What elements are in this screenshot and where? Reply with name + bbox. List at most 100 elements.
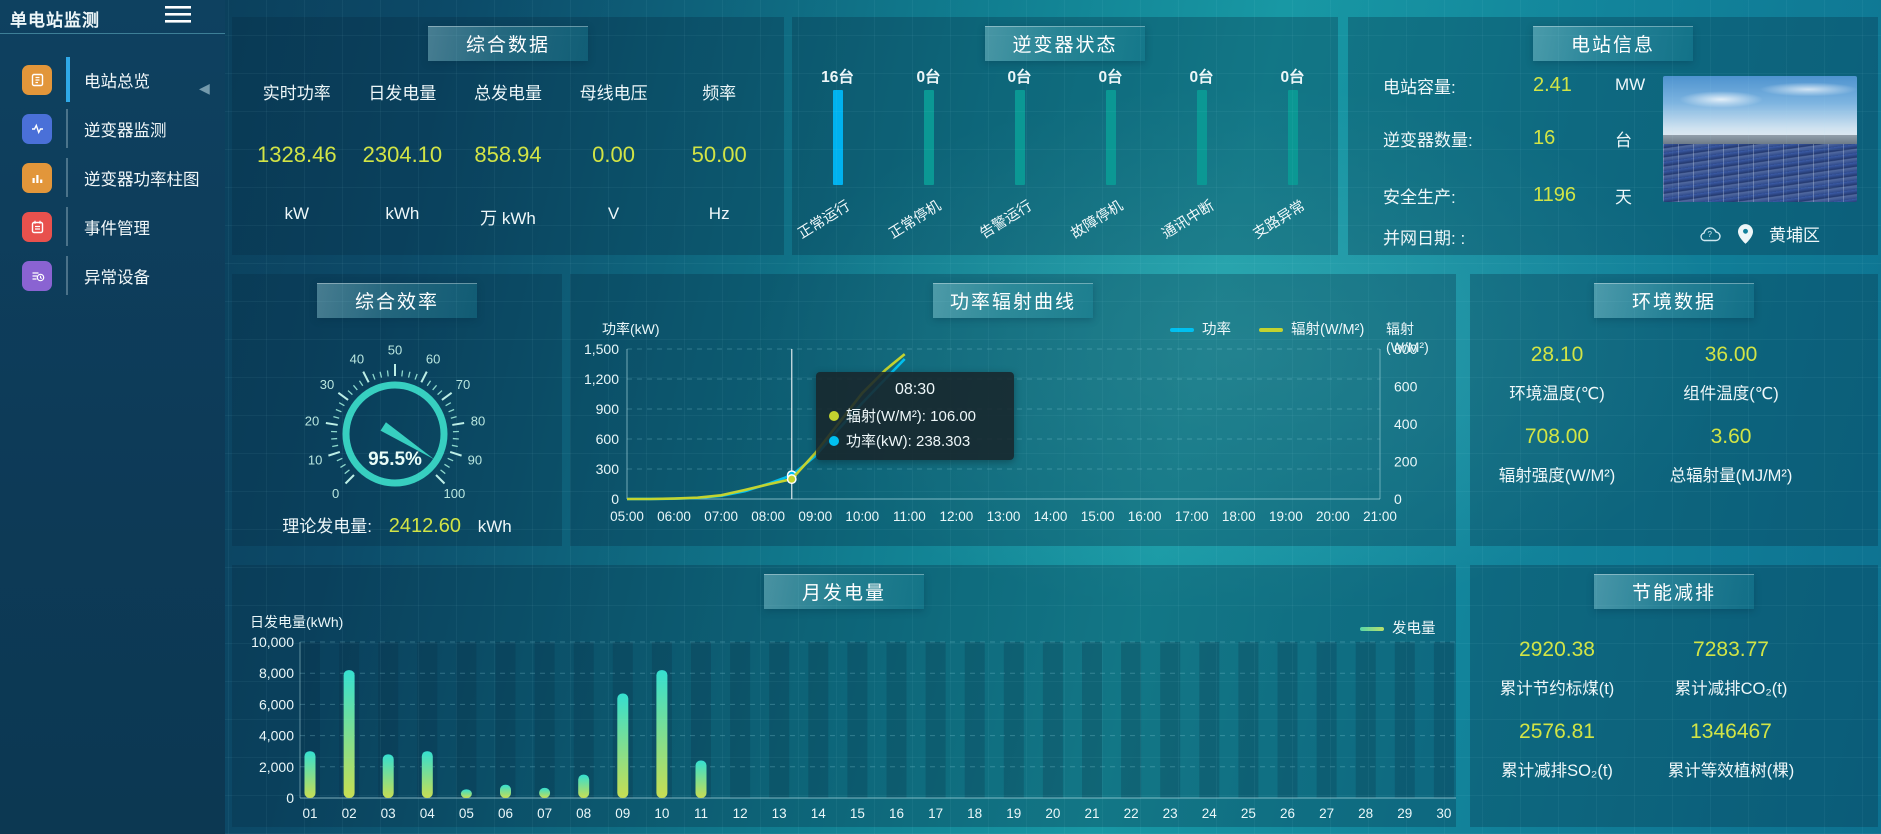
svg-text:1,500: 1,500	[584, 341, 619, 357]
stat-label: 总发电量	[473, 84, 542, 103]
svg-text:300: 300	[596, 461, 620, 477]
stat-value: 0.00	[592, 142, 635, 167]
svg-text:?: ?	[1707, 230, 1712, 239]
inverter-status-column[interactable]: 0台 支路异常	[1247, 17, 1338, 255]
legend-swatch	[1259, 328, 1283, 333]
summary-stat: 日发电量 2304.10 kWh	[350, 65, 456, 229]
monthly-generation-chart[interactable]: 0 2,000 4,000 6,000 8,000 10,000 01 02 03 04 05 06 0…	[232, 565, 1456, 827]
panel-efficiency: 综合效率 0 10 20 30 40 50 60 70 80 90 100 95.5% 理论发电量: …	[232, 274, 562, 546]
sidebar-item-4[interactable]: 事件管理	[0, 202, 225, 251]
legend-label: 辐射(W/M²)	[1291, 322, 1365, 338]
sidebar-item-2[interactable]: 逆变器监测	[0, 104, 225, 153]
svg-text:06:00: 06:00	[657, 509, 691, 524]
menu-toggle-icon[interactable]	[165, 5, 191, 24]
svg-text:60: 60	[426, 352, 440, 367]
sidebar-item-5[interactable]: 异常设备	[0, 251, 225, 300]
power-axis-name: 功率(kW)	[602, 321, 660, 337]
svg-text:40: 40	[350, 352, 364, 367]
svg-text:0: 0	[1394, 491, 1402, 507]
svg-text:50: 50	[388, 343, 402, 358]
inverter-bar	[1196, 90, 1207, 185]
sidebar-item-1[interactable]: 电站总览	[0, 55, 225, 104]
summary-stats: 实时功率 1328.46 kW 日发电量 2304.10 kWh 总发电量 858.94 万 k…	[244, 65, 772, 229]
info-value: 16	[1533, 126, 1556, 149]
svg-text:400: 400	[1394, 416, 1418, 432]
svg-text:18: 18	[967, 806, 982, 821]
theory-generation-row: 理论发电量: 2412.60 kWh	[232, 512, 562, 538]
efficiency-gauge-chart[interactable]: 0 10 20 30 40 50 60 70 80 90 100 95.5%	[232, 304, 562, 514]
inverter-status-chart[interactable]: 16台 正常运行 0台 正常停机 0台 告警运行 0台 故障停机 0台 通讯中断 0台 支路异常	[792, 17, 1338, 255]
svg-text:15:00: 15:00	[1081, 509, 1115, 524]
stat-unit: kW	[284, 204, 310, 223]
inverter-status-column[interactable]: 0台 正常停机	[883, 17, 974, 255]
info-unit: MW	[1615, 75, 1646, 94]
station-info-row: 电站容量: 2.41 MW	[1383, 73, 1645, 97]
summary-stat: 总发电量 858.94 万 kWh	[455, 65, 561, 229]
legend-swatch	[1360, 627, 1384, 632]
station-photo	[1663, 76, 1857, 202]
stat-unit: V	[607, 204, 620, 223]
tooltip-series-dot	[829, 410, 839, 421]
sidebar-item-3[interactable]: 逆变器功率柱图	[0, 153, 225, 202]
svg-text:8,000: 8,000	[259, 665, 294, 681]
inverter-state-label: 正常运行	[794, 197, 853, 243]
inverter-status-column[interactable]: 0台 故障停机	[1065, 17, 1156, 255]
svg-text:11: 11	[694, 806, 708, 821]
theory-generation-value: 2412.60	[388, 515, 462, 537]
location-pin-icon[interactable]	[1738, 223, 1753, 244]
event-icon	[22, 211, 52, 242]
location-label[interactable]: 黄埔区	[1769, 226, 1820, 245]
daily-generation-axis-name: 日发电量(kWh)	[250, 614, 344, 630]
station-location: ? 黄埔区	[1698, 221, 1820, 246]
power-radiation-chart[interactable]: 0 300 600 900 1,200 1,500 0 200 400 600 800 05:00 06…	[570, 274, 1456, 546]
stat-label: 母线电压	[579, 84, 648, 103]
big-stat-label: 累计节约标煤(t)	[1499, 680, 1615, 698]
sidebar-item-label: 事件管理	[84, 219, 150, 238]
svg-text:21:00: 21:00	[1363, 509, 1397, 524]
svg-text:09:00: 09:00	[798, 509, 832, 524]
svg-text:4,000: 4,000	[259, 728, 294, 744]
inverter-status-column[interactable]: 0台 通讯中断	[1156, 17, 1247, 255]
sidebar-collapse-arrow[interactable]: ◀	[199, 80, 210, 96]
weather-cloud-icon[interactable]: ?	[1698, 225, 1722, 242]
inverter-bar	[1105, 90, 1116, 185]
svg-text:2,000: 2,000	[259, 759, 294, 775]
environment-stats: 28.10 36.00 环境温度(℃) 组件温度(℃) 708.00 3.60 辐射强度(W…	[1470, 342, 1818, 506]
legend-item[interactable]: 辐射(W/M²)	[1259, 318, 1364, 339]
item-divider	[66, 256, 68, 295]
inverter-count: 16台	[821, 69, 854, 86]
svg-text:10:00: 10:00	[845, 509, 879, 524]
stat-label: 日发电量	[368, 84, 437, 103]
svg-text:29: 29	[1397, 806, 1412, 821]
info-label: 安全生产:	[1383, 187, 1456, 207]
svg-text:6,000: 6,000	[259, 696, 294, 712]
big-stat-value: 2920.38	[1519, 638, 1595, 661]
active-indicator	[66, 57, 70, 102]
stat-unit: 万 kWh	[480, 209, 536, 228]
summary-stat: 实时功率 1328.46 kW	[244, 65, 350, 229]
panel-inverter-title: 逆变器状态	[985, 26, 1145, 61]
sidebar-header: 单电站监测	[0, 0, 225, 34]
legend-item[interactable]: 发电量	[1360, 617, 1436, 638]
svg-text:24: 24	[1202, 806, 1218, 821]
svg-text:0: 0	[332, 486, 339, 501]
big-stat-label: 累计减排CO₂(t)	[1674, 680, 1788, 698]
svg-text:03: 03	[381, 806, 396, 821]
stat-unit: Hz	[708, 204, 730, 223]
inverter-status-column[interactable]: 0台 告警运行	[974, 17, 1065, 255]
monthly-legend: 发电量	[1360, 617, 1436, 638]
panel-station-title: 电站信息	[1533, 26, 1693, 61]
legend-item[interactable]: 功率	[1170, 318, 1231, 339]
big-stat-value: 36.00	[1704, 343, 1758, 366]
inverter-count: 0台	[916, 69, 941, 86]
stat-unit: kWh	[385, 204, 420, 223]
svg-text:01: 01	[302, 806, 317, 821]
svg-text:600: 600	[1394, 379, 1418, 395]
inverter-status-column[interactable]: 16台正常运行	[792, 17, 883, 255]
svg-text:06: 06	[498, 806, 513, 821]
inverter-bar	[1014, 90, 1025, 185]
svg-text:20:00: 20:00	[1316, 509, 1350, 524]
svg-text:16:00: 16:00	[1128, 509, 1162, 524]
stat-label: 频率	[702, 84, 737, 103]
